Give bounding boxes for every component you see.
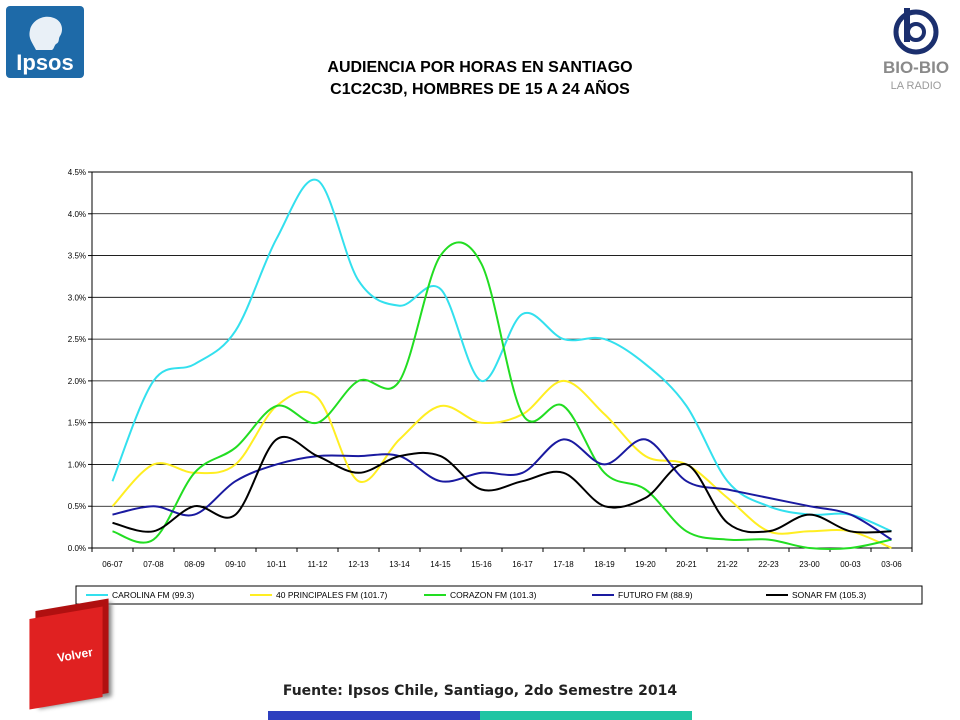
y-tick-label: 1.0% bbox=[68, 460, 86, 469]
legend-box bbox=[75, 585, 923, 605]
x-tick-label: 22-23 bbox=[758, 560, 779, 569]
series-line-0 bbox=[111, 178, 892, 533]
y-tick-label: 3.5% bbox=[68, 252, 86, 261]
x-tick-label: 16-17 bbox=[512, 560, 533, 569]
title-line-1: AUDIENCIA POR HORAS EN SANTIAGO bbox=[327, 59, 633, 76]
x-tick-label: 14-15 bbox=[430, 560, 451, 569]
x-tick-label: 00-03 bbox=[840, 560, 861, 569]
footer-bar-blue bbox=[268, 711, 480, 720]
x-tick-label: 08-09 bbox=[184, 560, 205, 569]
footer-bar-teal bbox=[480, 711, 692, 720]
title-line-2: C1C2C3D, HOMBRES DE 15 A 24 AÑOS bbox=[330, 81, 630, 98]
axis-layer: 0.0% 0.5% 1.0% 1.5% 2.0% 2.5% 3.0% 3.5% 4.0% 4.5%… bbox=[68, 168, 913, 569]
x-tick-label: 06-07 bbox=[102, 560, 123, 569]
ipsos-head-icon bbox=[29, 16, 63, 50]
page-title: AUDIENCIA POR HORAS EN SANTIAGO C1C2C3D,… bbox=[200, 57, 760, 101]
x-tick-label: 12-13 bbox=[348, 560, 369, 569]
x-tick-label: 10-11 bbox=[267, 560, 287, 569]
y-tick-label: 2.5% bbox=[68, 335, 86, 344]
legend-label-0: CAROLINA FM (99.3) bbox=[112, 590, 194, 600]
plot-frame bbox=[91, 171, 913, 549]
y-tick-label: 4.5% bbox=[68, 168, 86, 177]
x-tick-label: 18-19 bbox=[594, 560, 615, 569]
series-line-4 bbox=[112, 436, 892, 534]
biobio-logo: BIO-BIO LA RADIO bbox=[880, 6, 952, 102]
source-note: Fuente: Ipsos Chile, Santiago, 2do Semes… bbox=[282, 683, 678, 699]
x-tick-label: 07-08 bbox=[143, 560, 164, 569]
x-tick-label: 21-22 bbox=[717, 560, 738, 569]
x-tick-label: 03-06 bbox=[881, 560, 902, 569]
y-tick-label: 0.0% bbox=[68, 544, 86, 553]
x-tick-label: 23-00 bbox=[799, 560, 820, 569]
y-tick-label: 0.5% bbox=[68, 502, 86, 511]
x-tick-label: 15-16 bbox=[471, 560, 492, 569]
x-tick-label: 17-18 bbox=[553, 560, 574, 569]
biobio-logo-subtitle: LA RADIO bbox=[890, 80, 942, 92]
series-line-2 bbox=[112, 241, 892, 551]
series-line-3 bbox=[112, 438, 893, 541]
legend-label-1: 40 PRINCIPALES FM (101.7) bbox=[276, 590, 387, 600]
y-tick-label: 2.0% bbox=[68, 377, 86, 386]
x-tick-label: 20-21 bbox=[676, 560, 697, 569]
legend-label-3: FUTURO FM (88.9) bbox=[618, 590, 693, 600]
biobio-mark-icon bbox=[893, 8, 939, 55]
volver-button[interactable]: Volver bbox=[22, 598, 124, 710]
x-tick-label: 13-14 bbox=[389, 560, 410, 569]
audience-line-chart: 0.0% 0.5% 1.0% 1.5% 2.0% 2.5% 3.0% 3.5% 4.0% 4.5%… bbox=[68, 168, 923, 605]
y-tick-label: 1.5% bbox=[68, 419, 86, 428]
x-tick-label: 19-20 bbox=[635, 560, 656, 569]
y-tick-label: 4.0% bbox=[68, 210, 86, 219]
ipsos-logo-text: Ipsos bbox=[16, 50, 74, 75]
biobio-logo-name: BIO-BIO bbox=[882, 58, 950, 77]
x-tick-label: 11-12 bbox=[308, 560, 328, 569]
grid-layer bbox=[91, 171, 913, 549]
legend: CAROLINA FM (99.3) 40 PRINCIPALES FM (101… bbox=[75, 585, 923, 605]
series-line-1 bbox=[111, 379, 892, 549]
legend-label-2: CORAZON FM (101.3) bbox=[450, 590, 537, 600]
series-layer bbox=[111, 178, 893, 551]
y-tick-label: 3.0% bbox=[68, 293, 86, 302]
legend-label-4: SONAR FM (105.3) bbox=[792, 590, 866, 600]
ipsos-logo: Ipsos bbox=[6, 6, 84, 78]
x-tick-label: 09-10 bbox=[225, 560, 246, 569]
